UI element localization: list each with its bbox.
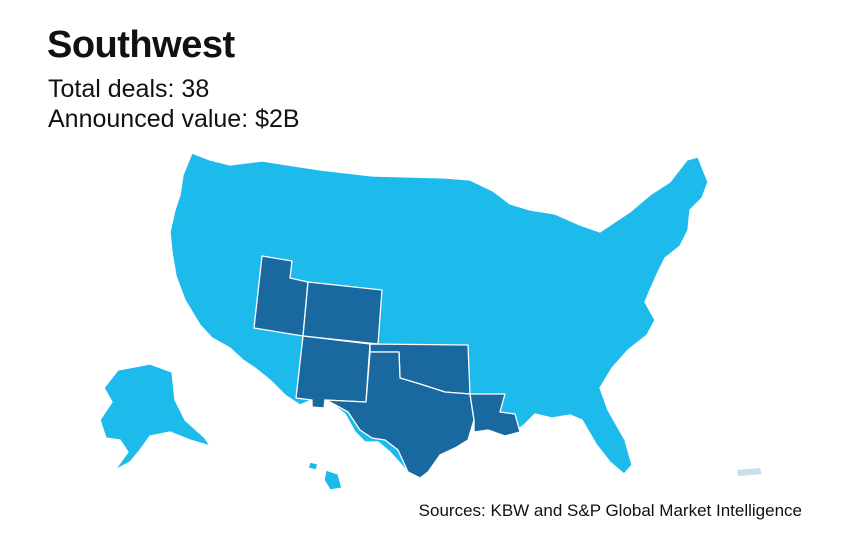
total-deals: Total deals: 38 (48, 75, 210, 103)
announced-value: Announced value: $2B (48, 105, 300, 133)
state-louisiana (469, 393, 521, 437)
hawaii (323, 469, 343, 491)
source-note: Sources: KBW and S&P Global Market Intel… (418, 501, 802, 520)
state-new-mexico (295, 335, 371, 409)
hawaii-maui (307, 461, 319, 471)
puerto-rico (737, 468, 762, 476)
state-colorado (302, 281, 383, 345)
state-texas (324, 351, 475, 479)
alaska (99, 363, 211, 471)
page-title: Southwest (47, 24, 235, 66)
